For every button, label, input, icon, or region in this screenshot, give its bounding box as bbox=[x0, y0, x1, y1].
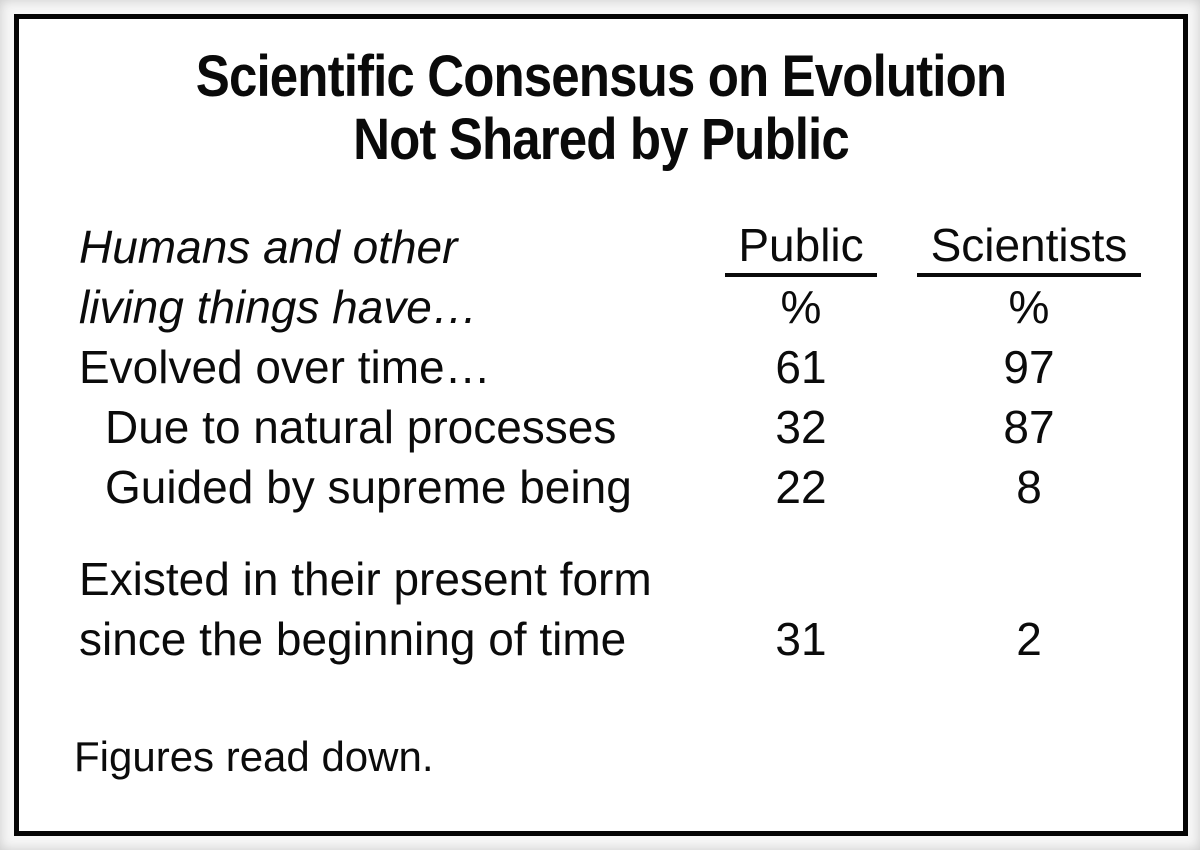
chart-title-line-1: Scientific Consensus on Evolution bbox=[195, 44, 1007, 109]
row-label-present-form-line-2: since the beginning of time bbox=[79, 613, 627, 665]
column-header-scientists: Scientists bbox=[917, 217, 1141, 277]
value-public-present-form: 31 bbox=[775, 613, 827, 665]
column-header-public-label: Public bbox=[725, 217, 877, 277]
unit-scientists: % bbox=[1008, 281, 1050, 333]
table-row-evolved: Evolved over time… 61 97 bbox=[79, 337, 1183, 397]
row-label-present-form-line-1: Existed in their present form bbox=[79, 553, 652, 605]
table-unit-row: living things have… % % bbox=[79, 277, 1183, 337]
value-scientists-evolved: 97 bbox=[1003, 341, 1055, 393]
unit-public: % bbox=[780, 281, 822, 333]
value-public-supreme-being: 22 bbox=[775, 461, 827, 513]
table-row-supreme-being: Guided by supreme being 22 8 bbox=[79, 457, 1183, 517]
row-label-natural-processes: Due to natural processes bbox=[105, 401, 617, 453]
value-public-natural-processes: 32 bbox=[775, 401, 827, 453]
value-scientists-supreme-being: 8 bbox=[1016, 461, 1042, 513]
chart-box: Scientific Consensus on Evolution Not Sh… bbox=[14, 14, 1188, 836]
row-label-evolved: Evolved over time… bbox=[79, 341, 491, 393]
chart-title: Scientific Consensus on Evolution Not Sh… bbox=[89, 45, 1113, 171]
stub-heading-line-1: Humans and other bbox=[79, 221, 458, 273]
row-spacer bbox=[79, 517, 1183, 549]
table-row-present-form-line-2: since the beginning of time 31 2 bbox=[79, 609, 1183, 669]
stub-heading-line-2: living things have… bbox=[79, 281, 478, 333]
value-public-evolved: 61 bbox=[775, 341, 827, 393]
table-row-natural-processes: Due to natural processes 32 87 bbox=[79, 397, 1183, 457]
chart-title-line-2: Not Shared by Public bbox=[353, 107, 850, 172]
value-scientists-present-form: 2 bbox=[1016, 613, 1042, 665]
footnote: Figures read down. bbox=[74, 733, 434, 780]
table-row-present-form-line-1: Existed in their present form bbox=[79, 549, 1183, 609]
value-scientists-natural-processes: 87 bbox=[1003, 401, 1055, 453]
column-header-scientists-label: Scientists bbox=[917, 217, 1141, 277]
data-table: Humans and other Public Scientists livin… bbox=[19, 217, 1183, 669]
row-label-supreme-being: Guided by supreme being bbox=[105, 461, 632, 513]
column-header-public: Public bbox=[725, 217, 877, 277]
table-header-row: Humans and other Public Scientists bbox=[79, 217, 1183, 277]
